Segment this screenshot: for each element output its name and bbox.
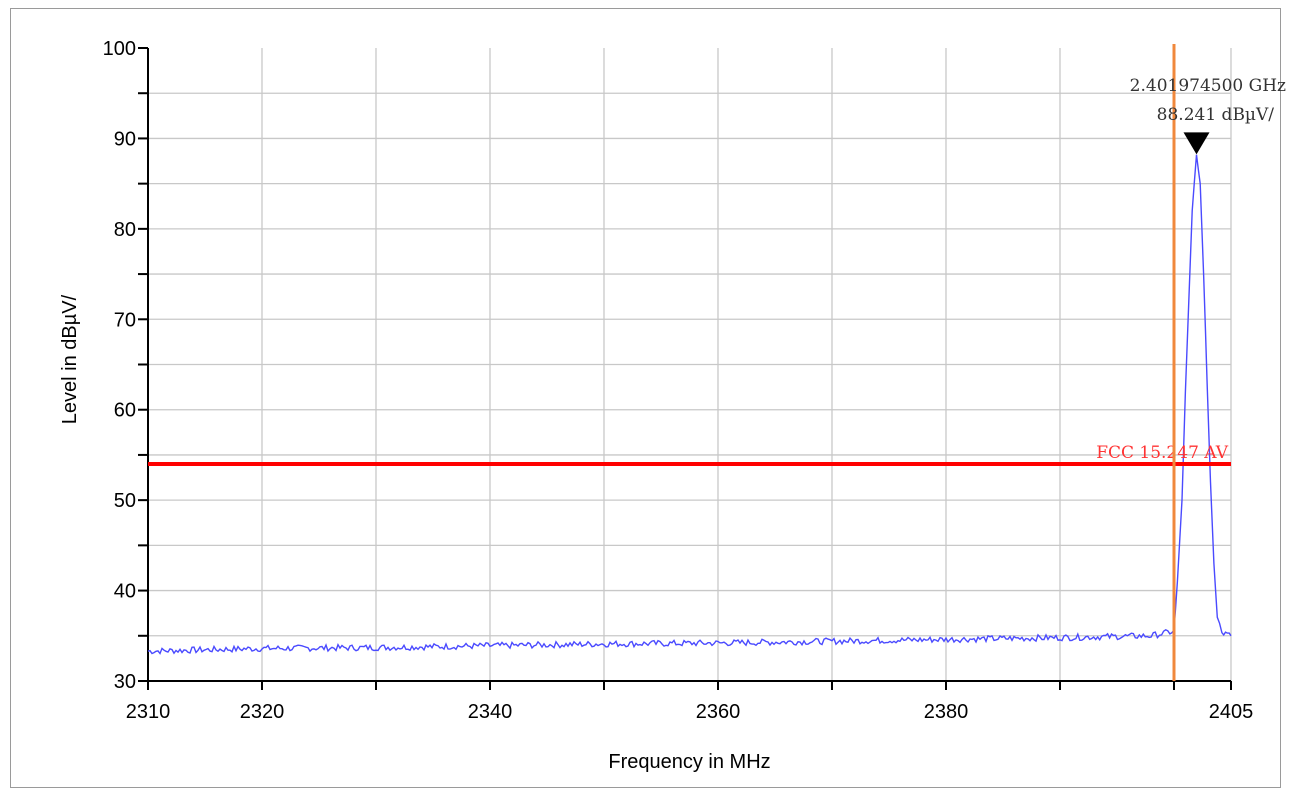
y-tick-label: 80 <box>114 219 136 241</box>
limit-line-label: FCC 15.247 AV <box>1096 443 1229 463</box>
y-tick-labels: 30 40 50 60 70 80 90 100 <box>103 38 136 693</box>
marker-layer: 2.401974500 GHz 88.241 dBµV/ <box>1130 76 1286 155</box>
y-tick-label: 90 <box>114 128 136 150</box>
series-trace <box>147 154 1232 655</box>
x-tick-label: 2405 <box>1209 701 1254 723</box>
x-axis-title: Frequency in MHz <box>608 751 770 773</box>
y-tick-label: 100 <box>103 38 136 60</box>
y-tick-label: 70 <box>114 309 136 331</box>
y-tick-label: 40 <box>114 581 136 603</box>
x-tick-label: 2340 <box>468 701 513 723</box>
y-tick-label: 60 <box>114 400 136 422</box>
marker-frequency-label: 2.401974500 GHz <box>1130 76 1286 96</box>
y-tick-label: 50 <box>114 490 136 512</box>
y-tick-label: 30 <box>114 671 136 693</box>
x-tick-label: 2310 <box>126 701 171 723</box>
grid <box>148 48 1232 681</box>
y-axis-title: Level in dBµV/ <box>59 294 81 424</box>
peak-marker <box>1183 132 1210 155</box>
axes <box>138 47 1232 690</box>
series-layer <box>147 154 1232 655</box>
x-tick-label: 2320 <box>240 701 285 723</box>
limit-layer: FCC 15.247 AV <box>148 443 1231 466</box>
x-tick-labels: 2310 2320 2340 2360 2380 2405 <box>126 701 1254 723</box>
x-tick-label: 2380 <box>924 701 969 723</box>
x-tick-label: 2360 <box>696 701 741 723</box>
marker-level-label: 88.241 dBµV/ <box>1157 105 1275 125</box>
